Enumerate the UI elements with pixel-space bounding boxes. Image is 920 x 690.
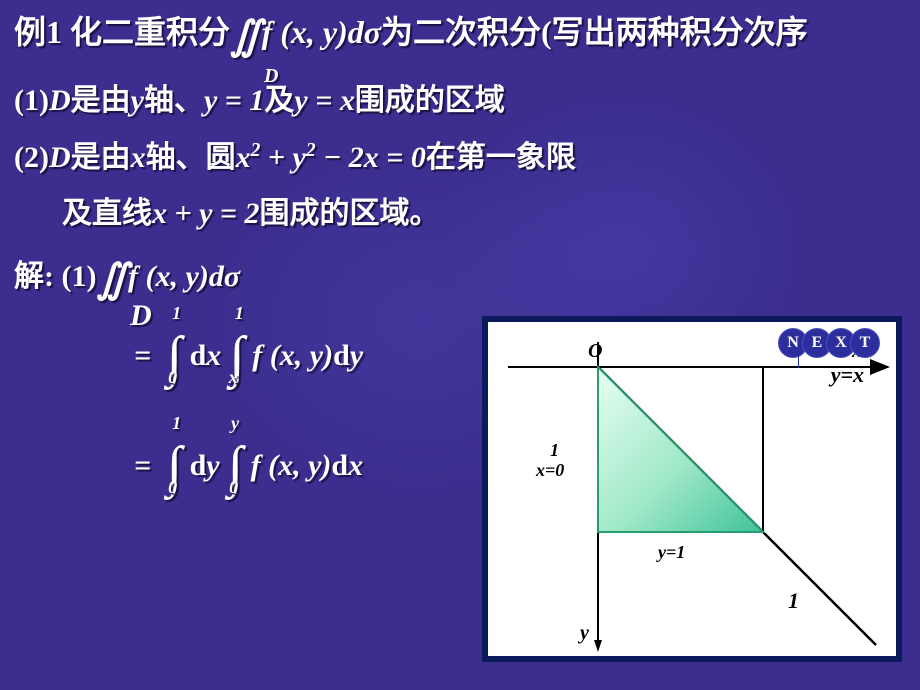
subscript-d-2: D bbox=[130, 299, 152, 333]
one-x: 1 bbox=[788, 588, 799, 614]
eq3-up1: 1 bbox=[172, 413, 181, 434]
integrand-1: f (x, y)dσ bbox=[262, 14, 381, 50]
balloon-t[interactable]: T bbox=[850, 328, 880, 358]
p1-t4: 围成的区域 bbox=[355, 84, 505, 117]
next-balloon-group[interactable]: N E X T bbox=[784, 328, 880, 358]
p2b-t2: 围成的区域。 bbox=[260, 197, 440, 230]
p2-x: x bbox=[131, 141, 146, 174]
double-integral-symbol: ∬ bbox=[230, 22, 262, 50]
eq2-lo1: 0 bbox=[168, 367, 177, 388]
sol-prefix: 解: bbox=[14, 260, 54, 293]
p2-t3: 在第一象限 bbox=[426, 141, 576, 174]
p2-line-eq: x + y = 2 bbox=[152, 197, 260, 230]
eq3-lo1: 0 bbox=[168, 477, 177, 498]
p2b-t1: 及直线 bbox=[62, 197, 152, 230]
p2-t2: 轴、圆 bbox=[146, 141, 236, 174]
title-line: 例1 化二重积分∬f (x, y)dσ为二次积分(写出两种积分次序 D bbox=[14, 10, 906, 55]
example-label: 例1 bbox=[14, 14, 62, 50]
p1-y: y bbox=[131, 84, 144, 117]
p1-t1: 是由 bbox=[71, 84, 131, 117]
origin-label: O bbox=[588, 340, 602, 363]
p1-t2: 轴、 bbox=[144, 84, 204, 117]
eq3-fxy: f (x, y) bbox=[251, 449, 332, 482]
p2-t1: 是由 bbox=[71, 141, 131, 174]
p1-num: (1) bbox=[14, 84, 49, 117]
sol-integrand: f (x, y)dσ bbox=[128, 260, 240, 293]
eq2-up1: 1 bbox=[172, 303, 181, 324]
region-diagram: O x y=x 1 x=0 y=1 1 y N E X T bbox=[482, 316, 902, 662]
p1-yx: y = x bbox=[294, 84, 354, 117]
p2-D: D bbox=[49, 141, 71, 174]
yx-line-label: y=x bbox=[831, 362, 864, 388]
y1-label: y=1 bbox=[658, 542, 685, 563]
title-text-2: 为二次积分(写出两种积分次序 bbox=[381, 14, 808, 50]
y-axis-arrow bbox=[594, 640, 602, 652]
eq3-lo2: 0 bbox=[229, 477, 238, 498]
eq3-up2: y bbox=[231, 413, 239, 434]
tick-1-left: 1 bbox=[550, 440, 559, 461]
eq2-lo2: x bbox=[229, 367, 238, 388]
sol-part: (1) bbox=[62, 260, 97, 293]
p1-y1: y = 1 bbox=[204, 84, 264, 117]
p2-circle-eq: x2 + y2 − 2x = 0 bbox=[236, 141, 426, 174]
eq2-up2: 1 bbox=[235, 303, 244, 324]
problem-2-line-2: 及直线x + y = 2围成的区域。 bbox=[14, 192, 906, 236]
p2-num: (2) bbox=[14, 141, 49, 174]
p1-t3: 及 bbox=[264, 84, 294, 117]
x0-label: x=0 bbox=[536, 460, 564, 481]
solution-line-1: 解: (1)∬f (x, y)dσ D bbox=[14, 251, 906, 307]
region-triangle bbox=[598, 367, 763, 532]
title-text-1: 化二重积分 bbox=[70, 14, 230, 50]
p1-D: D bbox=[49, 84, 71, 117]
y-axis-label: y bbox=[580, 622, 589, 645]
eq2-fxy: f (x, y) bbox=[252, 339, 333, 372]
sol-double-integral: ∬ bbox=[96, 265, 128, 293]
problem-2-line-1: (2)D是由x轴、圆x2 + y2 − 2x = 0在第一象限 bbox=[14, 136, 906, 180]
problem-1-line: (1)D是由y轴、y = 1及y = x围成的区域 bbox=[14, 79, 906, 123]
